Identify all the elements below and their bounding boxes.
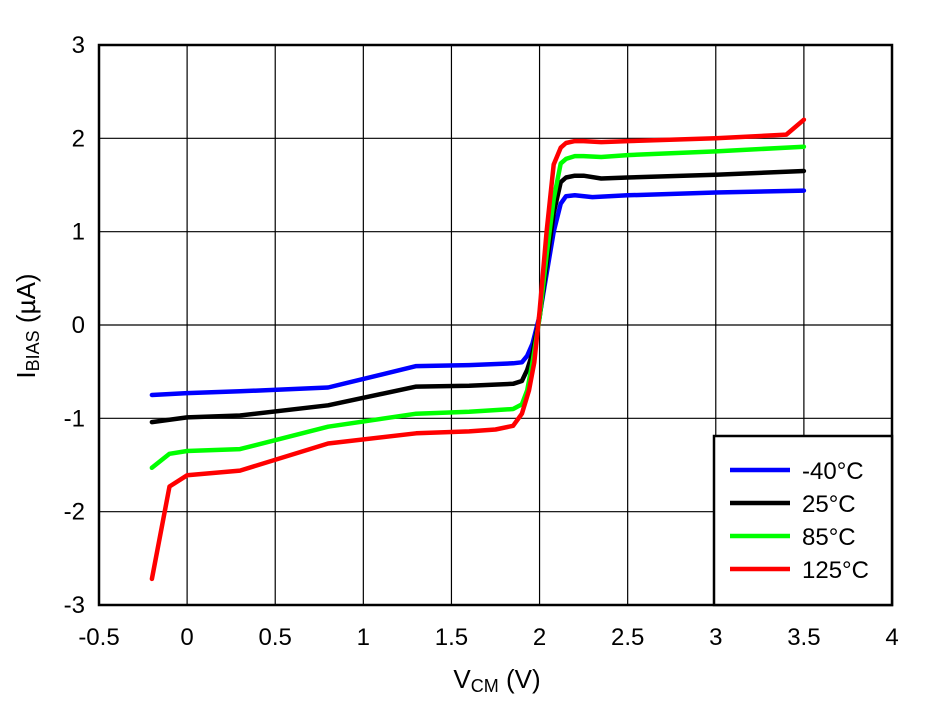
legend-label: -40°C: [802, 458, 864, 485]
x-tick-label: 2: [533, 624, 546, 651]
plot-frame: [97, 43, 894, 607]
series-line: [149, 168, 807, 425]
x-axis-title: VCM (V): [453, 664, 540, 696]
y-tick-label: -2: [64, 499, 85, 526]
y-tick-labels: -3 -2 -1 0 1 2 3: [64, 32, 85, 619]
series-lines: [149, 117, 807, 582]
x-tick-label: 1: [357, 624, 370, 651]
x-tick-label: 3.5: [787, 624, 820, 651]
x-tick-label: 0.5: [259, 624, 292, 651]
legend-label: 85°C: [802, 524, 856, 551]
x-tick-label: 1.5: [435, 624, 468, 651]
y-tick-label: 3: [72, 32, 85, 59]
x-tick-label: 3: [709, 624, 722, 651]
y-tick-label: 2: [72, 125, 85, 152]
x-tick-label: 0: [180, 624, 193, 651]
x-tick-label: 4: [885, 624, 898, 651]
x-tick-labels: -0.5 0 0.5 1 1.5 2 2.5 3 3.5 4: [78, 624, 898, 651]
legend: -40°C 25°C 85°C 125°C: [712, 434, 894, 607]
x-tick-label: -0.5: [78, 624, 119, 651]
y-tick-label: -3: [64, 592, 85, 619]
legend-box: [712, 434, 894, 607]
y-tick-label: 1: [72, 219, 85, 246]
legend-label: 125°C: [802, 557, 869, 584]
x-tick-label: 2.5: [611, 624, 644, 651]
series-line: [149, 117, 807, 582]
y-axis-title: IBIAS (µA): [11, 273, 43, 378]
y-tick-label: -1: [64, 405, 85, 432]
y-tick-label: 0: [72, 312, 85, 339]
series-line: [149, 188, 807, 398]
legend-label: 25°C: [802, 491, 856, 518]
